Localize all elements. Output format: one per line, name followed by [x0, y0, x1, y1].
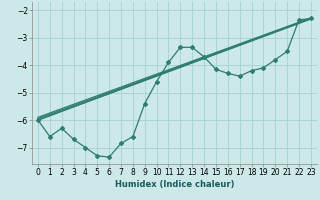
- X-axis label: Humidex (Indice chaleur): Humidex (Indice chaleur): [115, 180, 234, 189]
